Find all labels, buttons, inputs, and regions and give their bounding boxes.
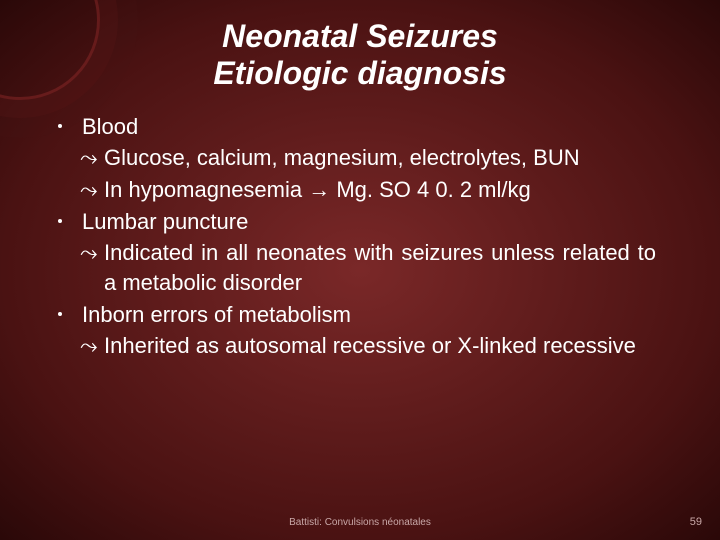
sub-text: Inherited as autosomal recessive or X-li… (104, 333, 636, 358)
bullet-dot-icon (58, 219, 62, 223)
content-area: Blood ⤳ Glucose, calcium, magnesium, ele… (80, 112, 656, 362)
sub-bullet: ⤳ Inherited as autosomal recessive or X-… (80, 331, 656, 361)
bullet-lumbar: Lumbar puncture (80, 207, 656, 237)
bullet-label: Lumbar puncture (82, 209, 248, 234)
sub-bullet: ⤳ In hypomagnesemia → Mg. SO 4 0. 2 ml/k… (80, 175, 656, 205)
bullet-label: Inborn errors of metabolism (82, 302, 351, 327)
title-line-1: Neonatal Seizures (222, 18, 498, 54)
sub-bullet-icon: ⤳ (80, 331, 98, 361)
slide-body: Neonatal Seizures Etiologic diagnosis Bl… (0, 0, 720, 540)
sub-text: In hypomagnesemia → Mg. SO 4 0. 2 ml/kg (104, 177, 531, 202)
slide-title: Neonatal Seizures Etiologic diagnosis (80, 18, 640, 92)
bullet-label: Blood (82, 114, 138, 139)
sub-bullet-icon: ⤳ (80, 143, 98, 173)
bullet-blood: Blood (80, 112, 656, 142)
bullet-dot-icon (58, 124, 62, 128)
footer-center-text: Battisti: Convulsions néonatales (0, 517, 720, 528)
sub-bullet-icon: ⤳ (80, 175, 98, 205)
sub-bullet: ⤳ Indicated in all neonates with seizure… (80, 238, 656, 297)
title-line-2: Etiologic diagnosis (213, 55, 506, 91)
bullet-dot-icon (58, 312, 62, 316)
page-number: 59 (690, 516, 702, 528)
sub-bullet: ⤳ Glucose, calcium, magnesium, electroly… (80, 143, 656, 173)
sub-text: Glucose, calcium, magnesium, electrolyte… (104, 145, 580, 170)
bullet-inborn: Inborn errors of metabolism (80, 300, 656, 330)
sub-bullet-icon: ⤳ (80, 238, 98, 268)
sub-text: Indicated in all neonates with seizures … (104, 240, 656, 295)
